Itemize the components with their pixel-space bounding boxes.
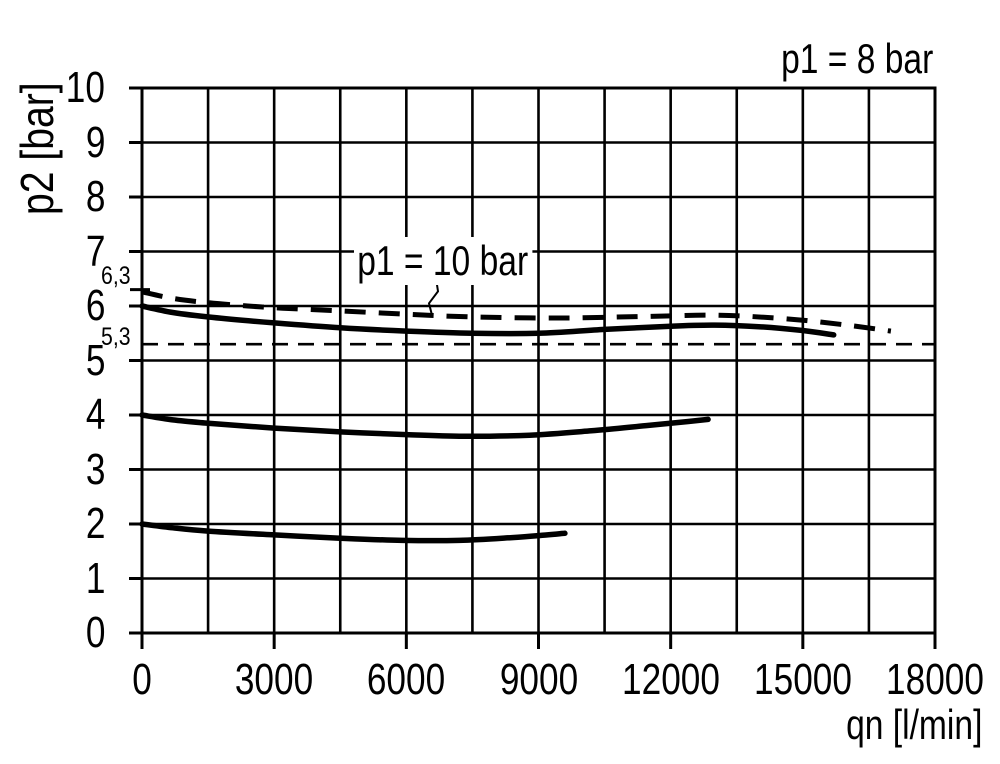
y-tick-label-9: 9 [85,117,105,167]
y-axis-title: p2 [bar] [11,82,63,215]
curve-setting-6bar [139,303,837,338]
y-tick-label-2: 2 [85,499,105,548]
y-tick-label-5: 5 [85,335,105,385]
x-axis-title: qn [l/min] [845,701,982,748]
y-tick-label-0: 0 [85,608,105,657]
annotation-p1-8bar: p1 = 8 bar [780,35,933,82]
x-tick-label-18000: 18000 [886,655,984,704]
y-tick-label-3: 3 [85,444,105,494]
y-tick-label-4: 4 [85,390,105,439]
y-tick-label-6: 6 [85,281,105,330]
y-tick-label-7: 7 [85,226,105,276]
ref-label-5-3: 5,3 [101,323,131,351]
x-tick-label-6000: 6000 [367,655,446,704]
curve-p1-10bar-dashed [141,289,892,334]
annotation-p1-10bar: p1 = 10 bar [354,237,533,286]
x-tick-label-12000: 12000 [621,655,720,704]
x-tick-label-9000: 9000 [499,655,578,704]
curve-setting-4bar [139,412,711,440]
y-tick-label-8: 8 [85,172,105,221]
curve-setting-2bar [139,521,568,544]
x-tick-label-3000: 3000 [235,655,314,704]
x-tick-label-15000: 15000 [753,655,852,704]
x-tick-label-0: 0 [132,655,152,704]
y-tick-label-10: 10 [65,63,105,112]
ref-label-6-3: 6,3 [101,262,131,290]
y-tick-label-1: 1 [85,553,105,603]
